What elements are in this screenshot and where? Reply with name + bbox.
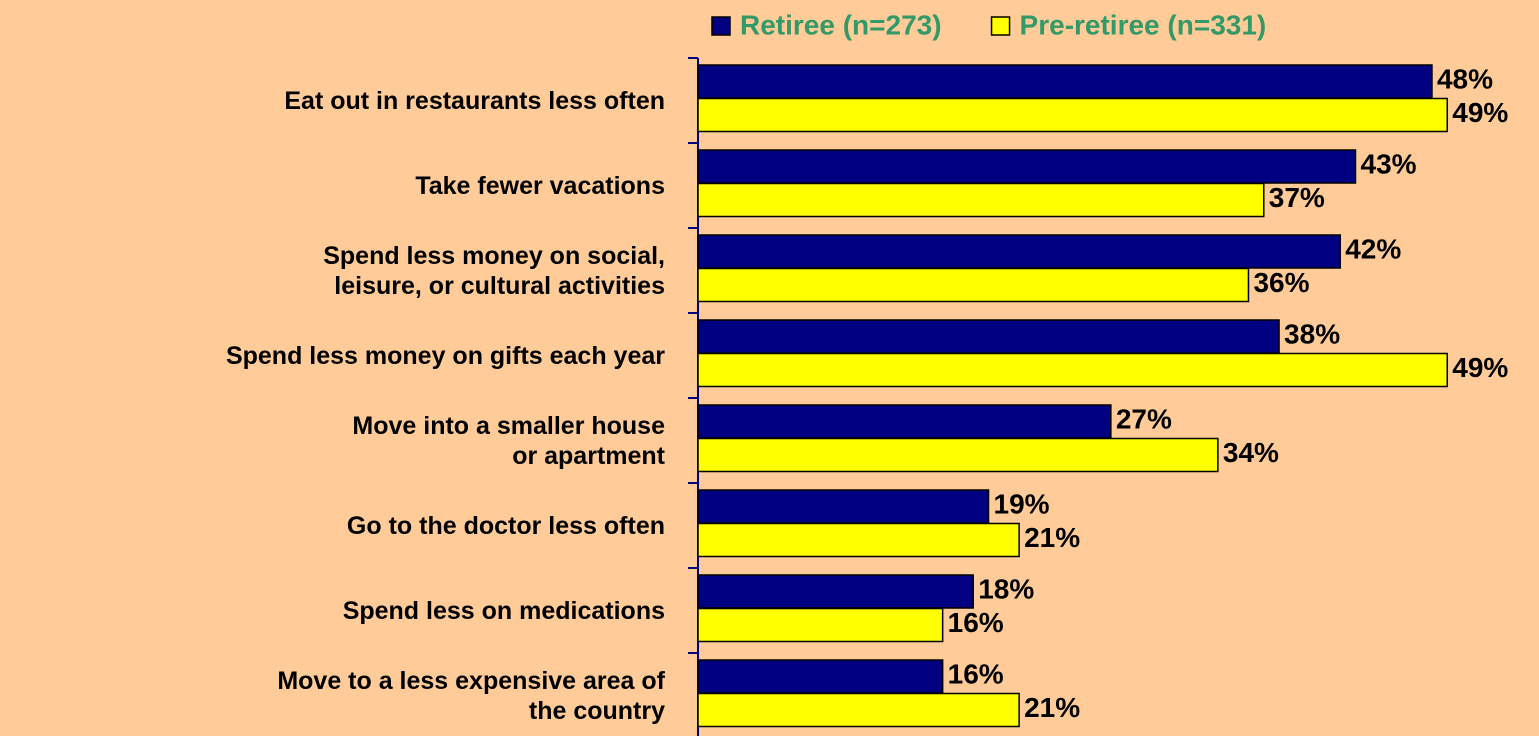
bar	[697, 267, 1250, 303]
bar	[697, 489, 990, 524]
bar	[697, 149, 1357, 184]
value-label: 21%	[1024, 692, 1080, 723]
value-label: 36%	[1253, 267, 1309, 298]
bar	[697, 692, 1020, 728]
value-label: 16%	[948, 658, 1004, 689]
value-label: 16%	[948, 607, 1004, 638]
value-label: 49%	[1452, 97, 1508, 128]
legend-label: Pre-retiree (n=331)	[1020, 9, 1267, 40]
bar	[697, 404, 1112, 439]
legend-label: Retiree (n=273)	[740, 9, 942, 40]
bar	[697, 574, 974, 609]
bar	[697, 319, 1280, 354]
value-label: 38%	[1284, 318, 1340, 349]
bar	[697, 64, 1433, 99]
category-label: Eat out in restaurants less often	[284, 86, 665, 115]
bar	[697, 659, 944, 694]
value-label: 48%	[1437, 63, 1493, 94]
category-label: Move to a less expensive area of the cou…	[277, 666, 665, 725]
bar	[697, 607, 944, 643]
bar	[697, 97, 1449, 133]
bar	[697, 182, 1265, 218]
category-label: Spend less money on social, leisure, or …	[323, 241, 665, 300]
value-label: 19%	[994, 488, 1050, 519]
value-label: 34%	[1223, 437, 1279, 468]
bar	[697, 352, 1449, 388]
category-label: Take fewer vacations	[415, 171, 665, 200]
value-label: 18%	[978, 573, 1034, 604]
bar	[697, 234, 1341, 269]
legend-swatch	[990, 16, 1011, 36]
value-label: 21%	[1024, 522, 1080, 553]
value-label: 42%	[1345, 233, 1401, 264]
value-label: 27%	[1116, 403, 1172, 434]
category-label: Go to the doctor less often	[346, 511, 665, 540]
bar	[697, 437, 1219, 473]
legend-swatch	[711, 16, 731, 36]
bar	[697, 522, 1020, 558]
category-label: Spend less on medications	[342, 596, 665, 625]
value-label: 49%	[1452, 352, 1508, 383]
value-label: 43%	[1361, 148, 1417, 179]
category-label: Spend less money on gifts each year	[225, 341, 665, 370]
category-label: Move into a smaller house or apartment	[352, 411, 665, 470]
value-label: 37%	[1269, 182, 1325, 213]
